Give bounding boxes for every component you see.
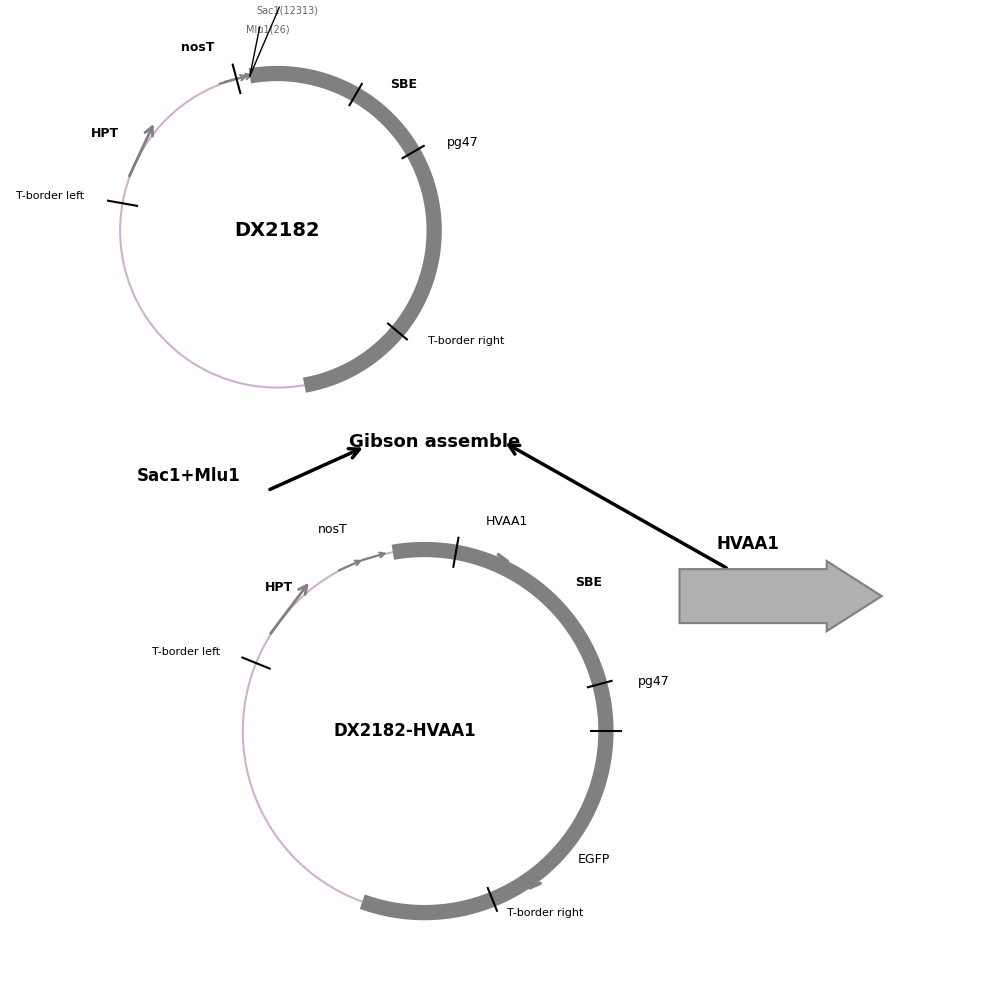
Text: SBE: SBE <box>575 576 602 588</box>
FancyArrow shape <box>680 561 882 631</box>
Text: pg47: pg47 <box>638 675 669 688</box>
Text: HVAA1: HVAA1 <box>717 535 780 553</box>
Text: pg47: pg47 <box>447 135 479 148</box>
Text: Gibson assemble: Gibson assemble <box>349 432 520 451</box>
Text: DX2182-HVAA1: DX2182-HVAA1 <box>333 722 476 740</box>
Text: Sac1+Mlu1: Sac1+Mlu1 <box>137 467 241 485</box>
Text: HPT: HPT <box>91 127 119 139</box>
Text: T-border right: T-border right <box>507 909 583 919</box>
Text: T-border left: T-border left <box>16 192 84 202</box>
Text: SBE: SBE <box>390 78 417 91</box>
Text: EGFP: EGFP <box>578 853 610 865</box>
Text: HPT: HPT <box>265 582 293 594</box>
Text: Sac1(12313): Sac1(12313) <box>256 5 318 15</box>
Text: T-border left: T-border left <box>152 647 220 657</box>
Text: nosT: nosT <box>181 42 214 54</box>
Text: T-border right: T-border right <box>428 336 504 346</box>
Text: DX2182: DX2182 <box>234 221 320 240</box>
Text: HVAA1: HVAA1 <box>485 514 528 528</box>
Text: nosT: nosT <box>318 523 348 536</box>
Text: Mlu1(26): Mlu1(26) <box>246 25 290 35</box>
